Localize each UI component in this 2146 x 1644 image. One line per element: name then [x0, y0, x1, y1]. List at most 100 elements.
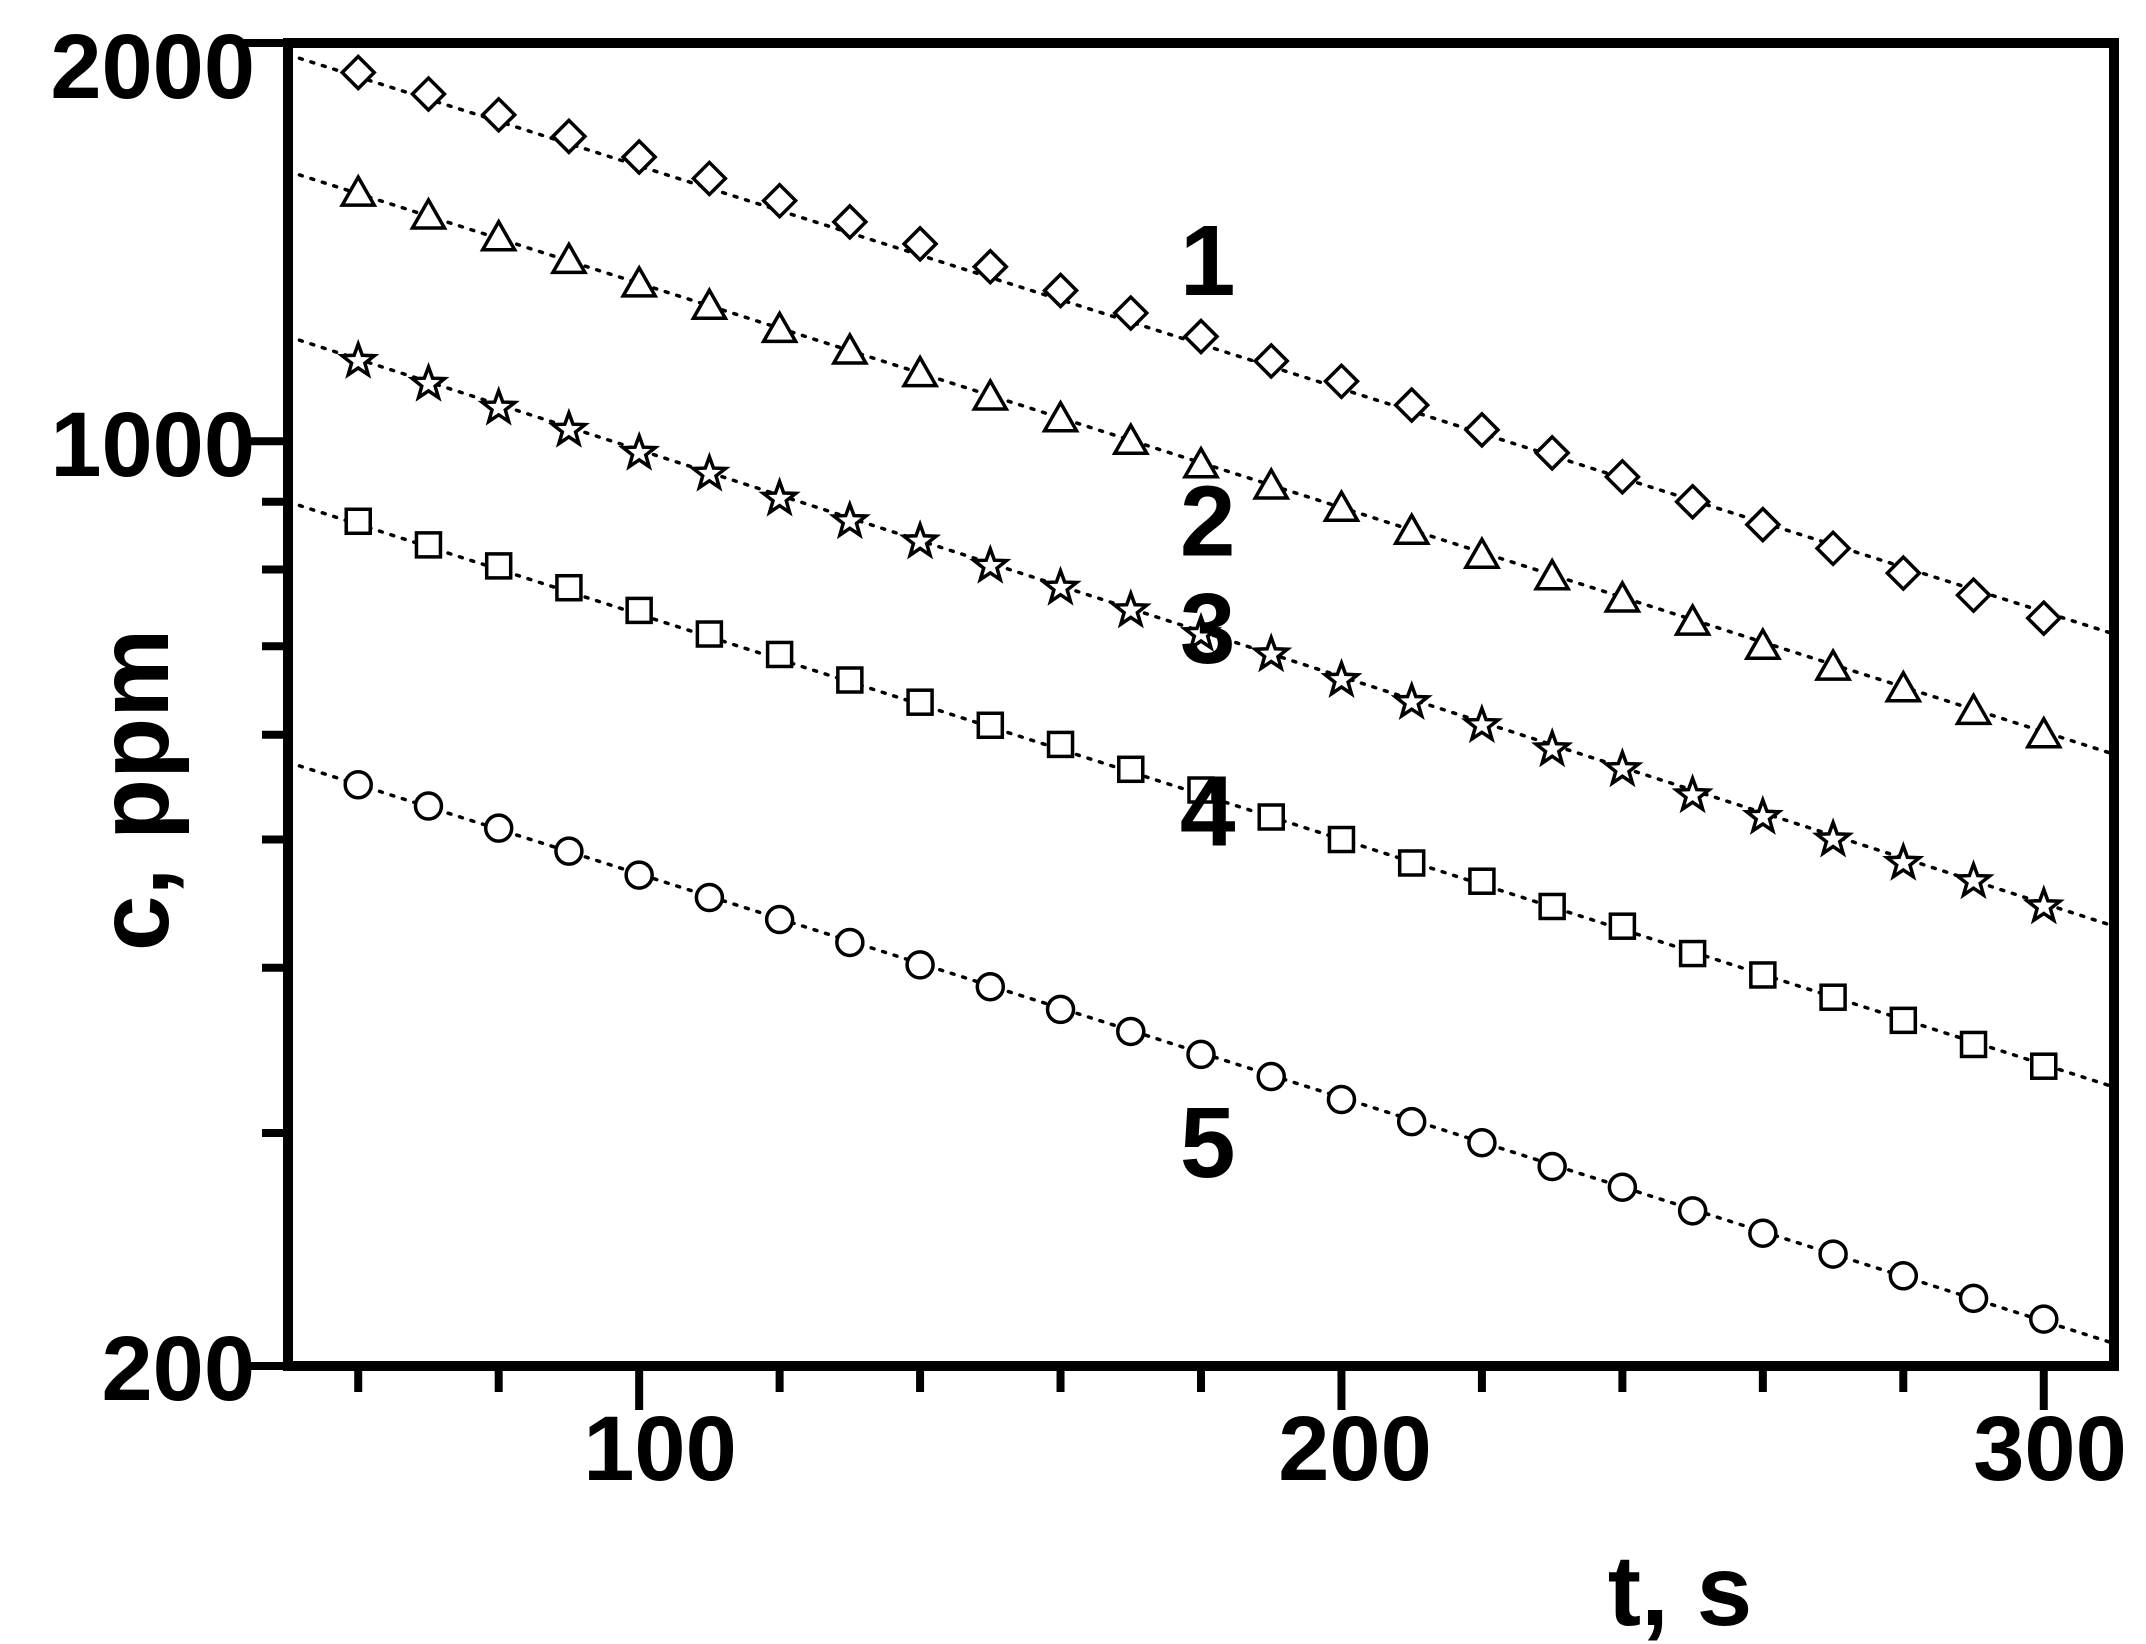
marker-s1-140 — [901, 225, 939, 263]
marker-s1-190 — [1252, 342, 1290, 380]
marker-s1-180 — [1182, 318, 1220, 355]
marker-s3-270 — [1812, 817, 1855, 858]
marker-s2-290 — [1954, 691, 1993, 726]
marker-s2-180 — [1181, 445, 1221, 479]
marker-s2-100 — [620, 264, 659, 298]
marker-s4-270 — [1819, 983, 1847, 1011]
marker-s4-100 — [625, 596, 653, 625]
marker-s2-250 — [1673, 602, 1712, 636]
y-axis-ticks — [244, 39, 288, 1370]
curve-label-5: 5 — [1180, 1087, 1236, 1199]
marker-s5-140 — [905, 950, 935, 980]
marker-s1-70 — [409, 75, 447, 113]
marker-s2-260 — [1743, 626, 1782, 660]
marker-s3-220 — [1460, 703, 1503, 744]
marker-s3-80 — [477, 385, 520, 426]
marker-s4-230 — [1538, 892, 1566, 921]
y-tick-label-200: 200 — [102, 1318, 256, 1420]
marker-s4-140 — [906, 688, 934, 716]
marker-s3-60 — [337, 338, 380, 379]
marker-s2-300 — [2024, 715, 2063, 749]
marker-s3-200 — [1320, 657, 1363, 698]
marker-s5-280 — [1888, 1261, 1919, 1291]
marker-s5-260 — [1748, 1218, 1778, 1248]
marker-s3-300 — [2022, 884, 2065, 925]
marker-s3-70 — [407, 361, 450, 402]
marker-s4-150 — [976, 711, 1005, 740]
marker-s4-220 — [1468, 867, 1496, 895]
marker-s5-150 — [975, 971, 1006, 1002]
marker-s5-70 — [413, 791, 444, 821]
marker-s2-150 — [971, 377, 1010, 411]
marker-s2-210 — [1392, 511, 1431, 546]
marker-s2-140 — [901, 354, 940, 388]
marker-s5-130 — [835, 927, 865, 958]
curve-label-4: 4 — [1180, 755, 1236, 867]
marker-s5-230 — [1537, 1151, 1567, 1182]
marker-s1-150 — [971, 248, 1009, 286]
marker-s3-100 — [618, 430, 661, 471]
y-tick-label-1000: 1000 — [50, 394, 255, 496]
marker-s2-120 — [760, 309, 799, 344]
marker-s4-290 — [1959, 1030, 1988, 1059]
marker-s5-100 — [624, 860, 654, 890]
marker-s1-240 — [1603, 458, 1641, 496]
marker-s1-160 — [1042, 272, 1080, 309]
x-axis-ticks — [354, 1366, 2048, 1410]
marker-s2-170 — [1111, 421, 1150, 456]
data-markers — [337, 53, 2065, 1334]
marker-s2-80 — [479, 218, 518, 252]
marker-s5-180 — [1186, 1039, 1216, 1070]
marker-s5-290 — [1958, 1283, 1989, 1314]
marker-s1-280 — [1884, 554, 1922, 592]
marker-s3-230 — [1531, 727, 1574, 768]
marker-s2-110 — [690, 286, 729, 320]
marker-s5-240 — [1607, 1172, 1638, 1202]
marker-s5-90 — [554, 836, 584, 866]
curve-label-1: 1 — [1180, 205, 1236, 317]
marker-s4-180 — [1187, 776, 1215, 804]
marker-s2-220 — [1462, 535, 1501, 570]
marker-s2-230 — [1533, 557, 1572, 591]
marker-s1-300 — [2025, 599, 2063, 637]
x-tick-label-100: 100 — [583, 1398, 737, 1500]
marker-s4-90 — [555, 573, 583, 602]
marker-s2-160 — [1041, 399, 1080, 433]
marker-s1-270 — [1814, 529, 1852, 567]
marker-s3-130 — [828, 499, 871, 540]
fit-line-5 — [286, 760, 2116, 1346]
x-tick-label-300: 300 — [1973, 1398, 2127, 1500]
marker-s4-70 — [414, 531, 443, 559]
marker-s1-230 — [1533, 434, 1571, 472]
marker-s4-60 — [344, 507, 372, 536]
marker-s1-200 — [1322, 362, 1360, 400]
marker-s1-250 — [1674, 483, 1712, 521]
marker-s3-150 — [969, 543, 1012, 584]
marker-s3-210 — [1390, 680, 1433, 721]
marker-s2-190 — [1252, 466, 1291, 500]
marker-s5-270 — [1818, 1239, 1848, 1269]
curve-label-3: 3 — [1180, 573, 1236, 685]
marker-s2-130 — [830, 331, 869, 365]
marker-s5-60 — [343, 770, 373, 800]
marker-s1-290 — [1955, 576, 1993, 614]
marker-s2-200 — [1322, 488, 1361, 522]
marker-s1-220 — [1463, 411, 1501, 449]
marker-s1-130 — [831, 203, 869, 241]
curve-label-2: 2 — [1180, 465, 1236, 577]
marker-s3-240 — [1601, 747, 1644, 788]
marker-s3-260 — [1741, 794, 1784, 835]
marker-s5-210 — [1396, 1106, 1427, 1137]
marker-s4-200 — [1327, 825, 1356, 854]
marker-s4-210 — [1397, 849, 1426, 877]
marker-s2-240 — [1603, 579, 1642, 613]
marker-s3-140 — [899, 519, 942, 560]
marker-s5-170 — [1116, 1016, 1146, 1047]
marker-s4-280 — [1889, 1006, 1918, 1035]
marker-s2-60 — [339, 173, 378, 207]
marker-s4-300 — [2030, 1052, 2058, 1080]
marker-s1-80 — [480, 96, 518, 134]
marker-s2-270 — [1814, 647, 1853, 681]
